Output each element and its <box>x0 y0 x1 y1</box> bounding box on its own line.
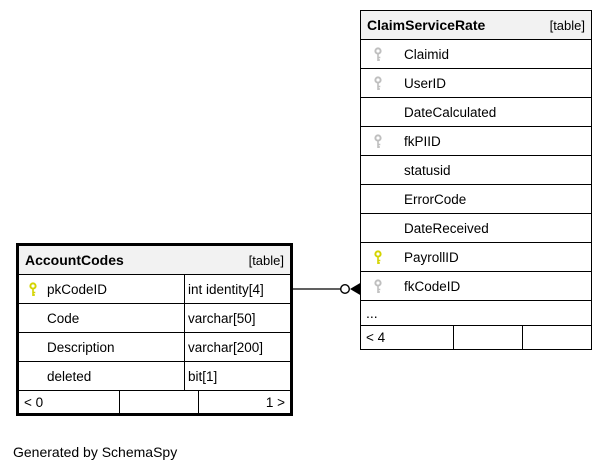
column-name: UserID <box>404 75 447 91</box>
generated-by-caption: Generated by SchemaSpy <box>13 444 178 460</box>
column-row-fkpiid: fkPIID <box>361 127 591 156</box>
column-row-claimid: Claimid <box>361 40 591 69</box>
column-name: fkCodeID <box>404 278 461 294</box>
primary-key-icon <box>19 281 47 297</box>
column-name: DateCalculated <box>404 104 497 120</box>
column-name: DateReceived <box>404 220 489 236</box>
column-name: fkPIID <box>404 133 441 149</box>
column-name-cell: deleted <box>19 362 184 390</box>
zero-or-one-dot-icon <box>340 283 351 295</box>
column-type: varchar[50] <box>184 304 290 332</box>
column-row-datereceived: DateReceived <box>361 214 591 243</box>
relationship-connector <box>292 282 361 296</box>
column-name: ErrorCode <box>404 191 467 207</box>
column-type: varchar[200] <box>184 333 290 361</box>
column-name-cell: Description <box>19 333 184 361</box>
column-row-pkcodeid: pkCodeID int identity[4] <box>19 275 290 304</box>
table-header[interactable]: ClaimServiceRate [table] <box>361 11 591 40</box>
foreign-key-icon <box>361 278 404 294</box>
column-type: int identity[4] <box>184 275 290 303</box>
column-row-payrollid: PayrollID <box>361 243 591 272</box>
table-type-badge: [table] <box>549 17 585 33</box>
column-name: Code <box>47 310 80 326</box>
crow-foot-many-icon <box>350 282 361 296</box>
table-node-claimservicerate[interactable]: ClaimServiceRate [table] Claimid UserID <box>360 10 592 350</box>
column-name: deleted <box>47 368 92 384</box>
footer-cell-middle <box>119 391 198 413</box>
column-row-datecalculated: DateCalculated <box>361 98 591 127</box>
table-header[interactable]: AccountCodes [table] <box>19 246 290 275</box>
foreign-key-icon <box>361 133 404 149</box>
column-name: pkCodeID <box>47 281 108 297</box>
table-title: ClaimServiceRate <box>367 17 486 33</box>
table-footer: < 0 1 > <box>19 391 290 413</box>
column-name: PayrollID <box>404 249 459 265</box>
column-name: Description <box>47 339 115 355</box>
column-name: Claimid <box>404 46 450 62</box>
column-row-deleted: deleted bit[1] <box>19 362 290 391</box>
foreign-key-icon <box>361 46 404 62</box>
table-title: AccountCodes <box>25 252 124 268</box>
footer-cell-middle <box>453 326 522 349</box>
column-name-cell: Code <box>19 304 184 332</box>
footer-cell-left: < 4 <box>366 330 386 345</box>
column-row-description: Description varchar[200] <box>19 333 290 362</box>
column-row-userid: UserID <box>361 69 591 98</box>
footer-cell-right: 1 > <box>197 391 290 413</box>
primary-key-icon <box>361 249 404 265</box>
column-name-cell: pkCodeID <box>19 275 184 303</box>
column-row-errorcode: ErrorCode <box>361 185 591 214</box>
table-footer: < 4 <box>361 326 591 349</box>
table-node-accountcodes[interactable]: AccountCodes [table] pkCodeID int identi… <box>16 243 293 416</box>
column-row-code: Code varchar[50] <box>19 304 290 333</box>
column-row-statusid: statusid <box>361 156 591 185</box>
column-name: statusid <box>404 162 451 178</box>
foreign-key-icon <box>361 75 404 91</box>
footer-cell-right <box>522 326 591 349</box>
footer-cell-left: < 0 <box>24 394 44 410</box>
column-row-fkcodeid: fkCodeID <box>361 272 591 301</box>
table-type-badge: [table] <box>248 252 284 268</box>
more-columns-ellipsis: ... <box>361 301 591 326</box>
column-type: bit[1] <box>184 362 290 390</box>
